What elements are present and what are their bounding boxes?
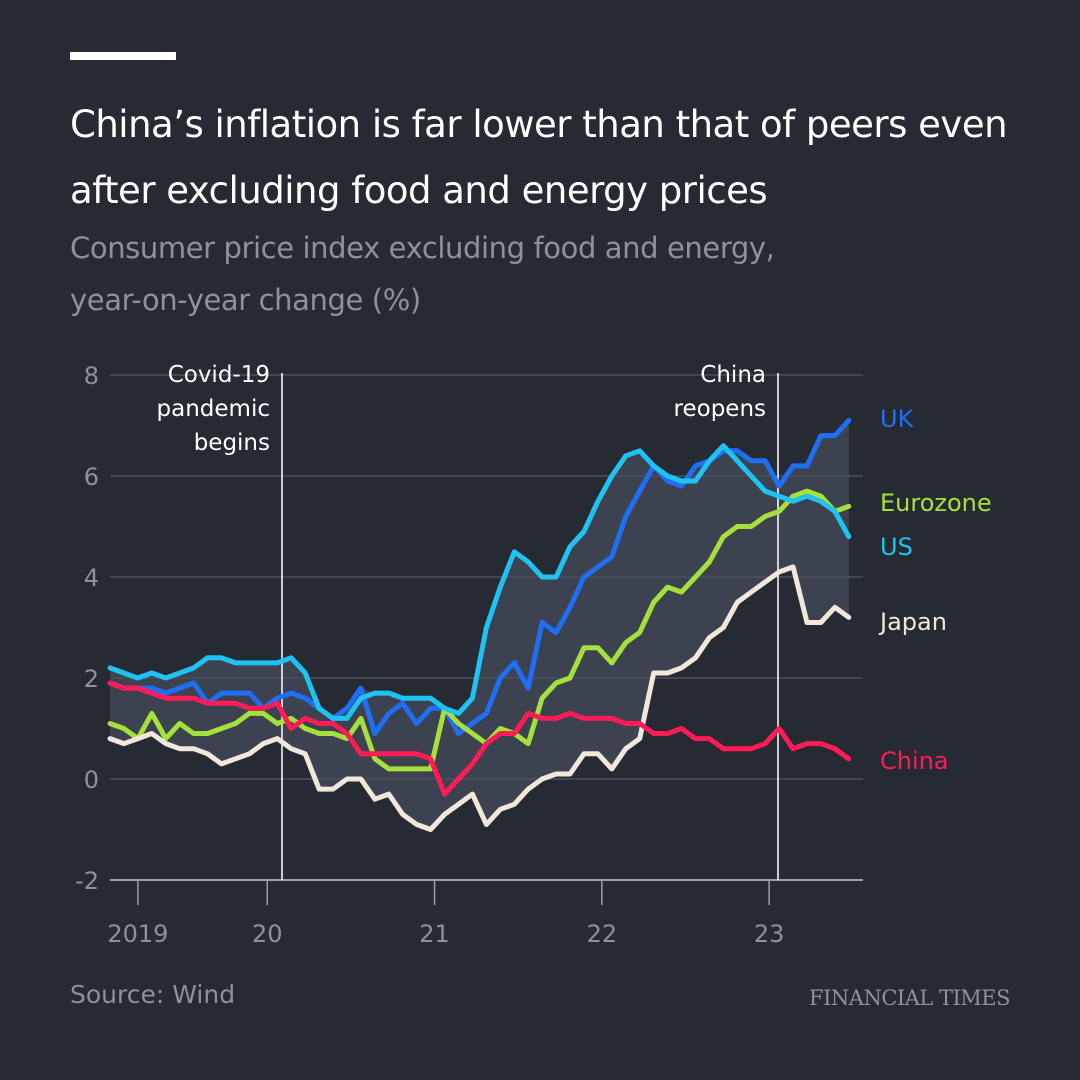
- source-note: Source: Wind: [70, 980, 236, 1009]
- annotation-text: Covid-19: [168, 362, 270, 388]
- ft-logo: FINANCIAL TIMES: [809, 986, 1010, 1010]
- x-tick-label: 22: [587, 920, 618, 948]
- series-label-japan: Japan: [878, 608, 947, 636]
- range-band: [110, 420, 849, 830]
- y-tick-label: 2: [84, 665, 99, 693]
- x-tick-label: 23: [754, 920, 785, 948]
- series-line-china: [107, 680, 852, 797]
- y-tick-label: -2: [75, 867, 99, 895]
- series-line-japan: [107, 564, 852, 832]
- y-tick-label: 6: [84, 463, 99, 491]
- subtitle-line-1: Consumer price index excluding food and …: [70, 231, 775, 265]
- y-tick-label: 0: [84, 766, 99, 794]
- x-tick-label: 21: [419, 920, 450, 948]
- annotation-text: China: [700, 362, 766, 388]
- annotation-text: reopens: [674, 396, 766, 422]
- annotation-text: pandemic: [157, 396, 270, 422]
- annotation-text: begins: [194, 430, 270, 456]
- y-tick-label: 8: [84, 362, 99, 390]
- y-tick-label: 4: [84, 564, 99, 592]
- chart-subtitle: Consumer price index excluding food and …: [70, 222, 1060, 326]
- series-line-us: [107, 443, 852, 721]
- series-label-uk: UK: [880, 405, 915, 433]
- series-label-china: China: [880, 747, 949, 775]
- x-tick-label: 2019: [107, 920, 168, 948]
- ft-header-rule: [70, 52, 176, 60]
- series-line-eurozone: [107, 488, 852, 772]
- series-label-eurozone: Eurozone: [880, 489, 992, 517]
- x-tick-label: 20: [252, 920, 283, 948]
- subtitle-line-2: year-on-year change (%): [70, 283, 421, 317]
- series-label-us: US: [880, 533, 913, 561]
- chart-title: China’s inflation is far lower than that…: [70, 103, 1008, 212]
